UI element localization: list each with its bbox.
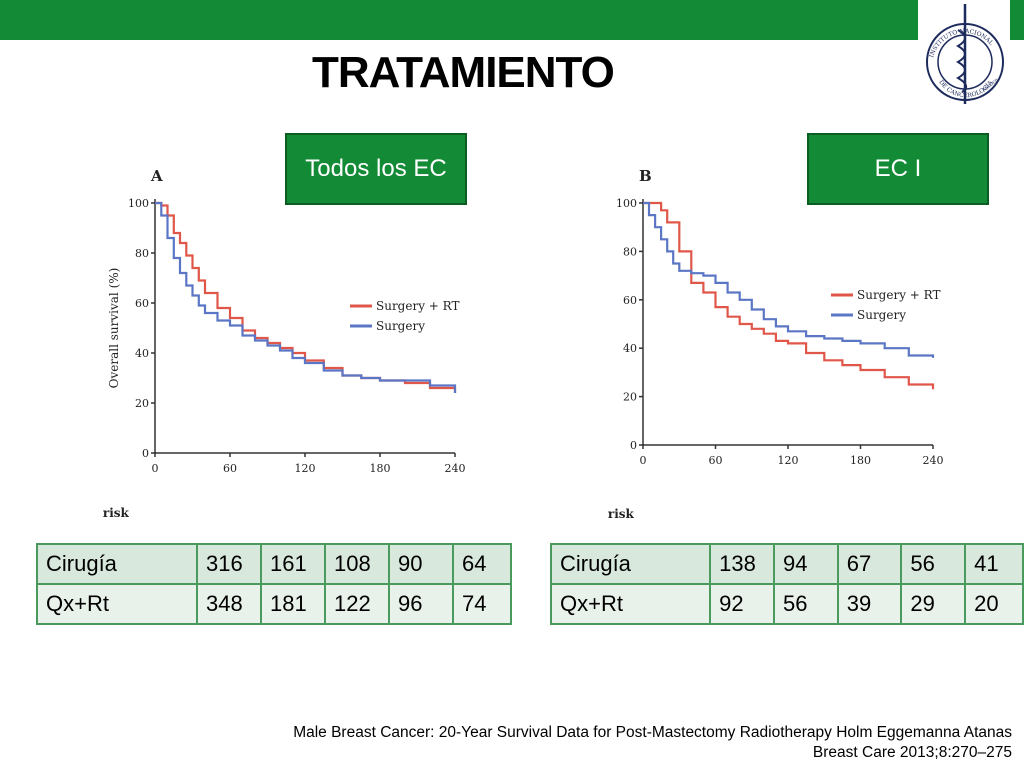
legend-label: Surgery + RT (857, 288, 941, 302)
y-tick-label: 100 (616, 197, 637, 210)
risk-row-label: Cirugía (36, 543, 198, 585)
x-tick-label: 180 (370, 462, 391, 475)
patients-at-risk-label: Patients at risk (605, 507, 635, 521)
y-tick-label: 20 (135, 397, 149, 410)
y-tick-label: 80 (623, 245, 637, 258)
risk-cell: 96 (388, 583, 454, 625)
y-tick-label: 60 (623, 294, 637, 307)
x-tick-label: 60 (709, 454, 723, 467)
survival-chart-a: A 0 20 40 60 80 100 0 60 120 180 240 Overall surviva… (100, 167, 466, 520)
y-tick-label: 100 (128, 197, 149, 210)
risk-cell: 138 (709, 543, 775, 585)
label-all-stages: Todos los EC (285, 133, 467, 205)
institute-logo: INSTITUTO NACIONAL DE CANCEROLOGÍA Méxic… (918, 0, 1010, 106)
y-tick-label: 80 (135, 247, 149, 260)
x-tick-label: 120 (778, 454, 799, 467)
x-tick-label: 180 (850, 454, 871, 467)
legend-label: Surgery (376, 319, 425, 333)
panel-label: A (150, 167, 163, 185)
x-tick-label: 0 (152, 462, 159, 475)
x-tick-label: 120 (295, 462, 316, 475)
source-line-2: Breast Care 2013;8:270–275 (812, 744, 1012, 761)
panel-label: B (639, 167, 652, 185)
source-line-1: Male Breast Cancer: 20-Year Survival Dat… (293, 724, 1012, 741)
risk-table-stage-one: Cirugía 138 94 67 56 41 Qx+Rt 92 56 39 2… (549, 543, 1024, 625)
risk-cell: 94 (772, 543, 839, 585)
source-citation: Male Breast Cancer: 20-Year Survival Dat… (293, 723, 1012, 763)
risk-row-surgery-rt: Qx+Rt 92 56 39 29 20 (549, 583, 1024, 625)
institute-seal-icon: INSTITUTO NACIONAL DE CANCEROLOGÍA Méxic… (926, 4, 1004, 104)
risk-table-all-stages: Cirugía 316 161 108 90 64 Qx+Rt 348 181 … (36, 543, 512, 625)
risk-cell: 56 (900, 543, 967, 585)
legend-label: Surgery + RT (376, 299, 460, 313)
x-tick-label: 60 (223, 462, 237, 475)
risk-cell: 90 (388, 543, 454, 585)
x-tick-label: 240 (923, 454, 944, 467)
risk-row-surgery-rt: Qx+Rt 348 181 122 96 74 (36, 583, 512, 625)
header-bar-right (1010, 0, 1024, 40)
risk-cell: 74 (452, 583, 512, 625)
y-tick-label: 20 (623, 391, 637, 404)
slide-title: TRATAMIENTO (312, 48, 615, 97)
label-stage-one: EC I (807, 133, 989, 205)
series-line-surgery (155, 201, 457, 393)
patients-at-risk-label: Patients at risk (100, 506, 130, 520)
risk-cell: 39 (836, 583, 903, 625)
risk-cell: 29 (900, 583, 967, 625)
legend-label: Surgery (857, 308, 906, 322)
risk-row-label: Cirugía (549, 543, 712, 585)
y-tick-label: 60 (135, 297, 149, 310)
risk-cell: 316 (196, 543, 262, 585)
series-line-surgery-rt (155, 201, 457, 393)
risk-row-label: Qx+Rt (36, 583, 198, 625)
risk-row-surgery: Cirugía 316 161 108 90 64 (36, 543, 512, 585)
risk-cell: 122 (324, 583, 390, 625)
y-axis-label: Overall survival (%) (107, 268, 121, 389)
survival-chart-b: B 0 20 40 60 80 100 0 60 120 180 240 Surgery + RT Sur… (605, 167, 944, 521)
risk-row-surgery: Cirugía 138 94 67 56 41 (549, 543, 1024, 585)
series-line-surgery-rt (643, 201, 935, 390)
risk-cell: 67 (836, 543, 903, 585)
y-tick-label: 0 (142, 447, 149, 460)
risk-cell: 56 (772, 583, 839, 625)
risk-cell: 181 (260, 583, 326, 625)
y-tick-label: 40 (623, 342, 637, 355)
risk-cell: 108 (324, 543, 390, 585)
y-tick-label: 40 (135, 347, 149, 360)
header-bar (0, 0, 918, 40)
risk-row-label: Qx+Rt (549, 583, 712, 625)
risk-cell: 161 (260, 543, 326, 585)
risk-cell: 348 (196, 583, 262, 625)
risk-cell: 20 (964, 583, 1024, 625)
x-tick-label: 240 (445, 462, 466, 475)
risk-cell: 92 (709, 583, 775, 625)
series-line-surgery (643, 201, 935, 358)
risk-cell: 41 (964, 543, 1024, 585)
risk-cell: 64 (452, 543, 512, 585)
x-tick-label: 0 (640, 454, 647, 467)
y-tick-label: 0 (630, 439, 637, 452)
